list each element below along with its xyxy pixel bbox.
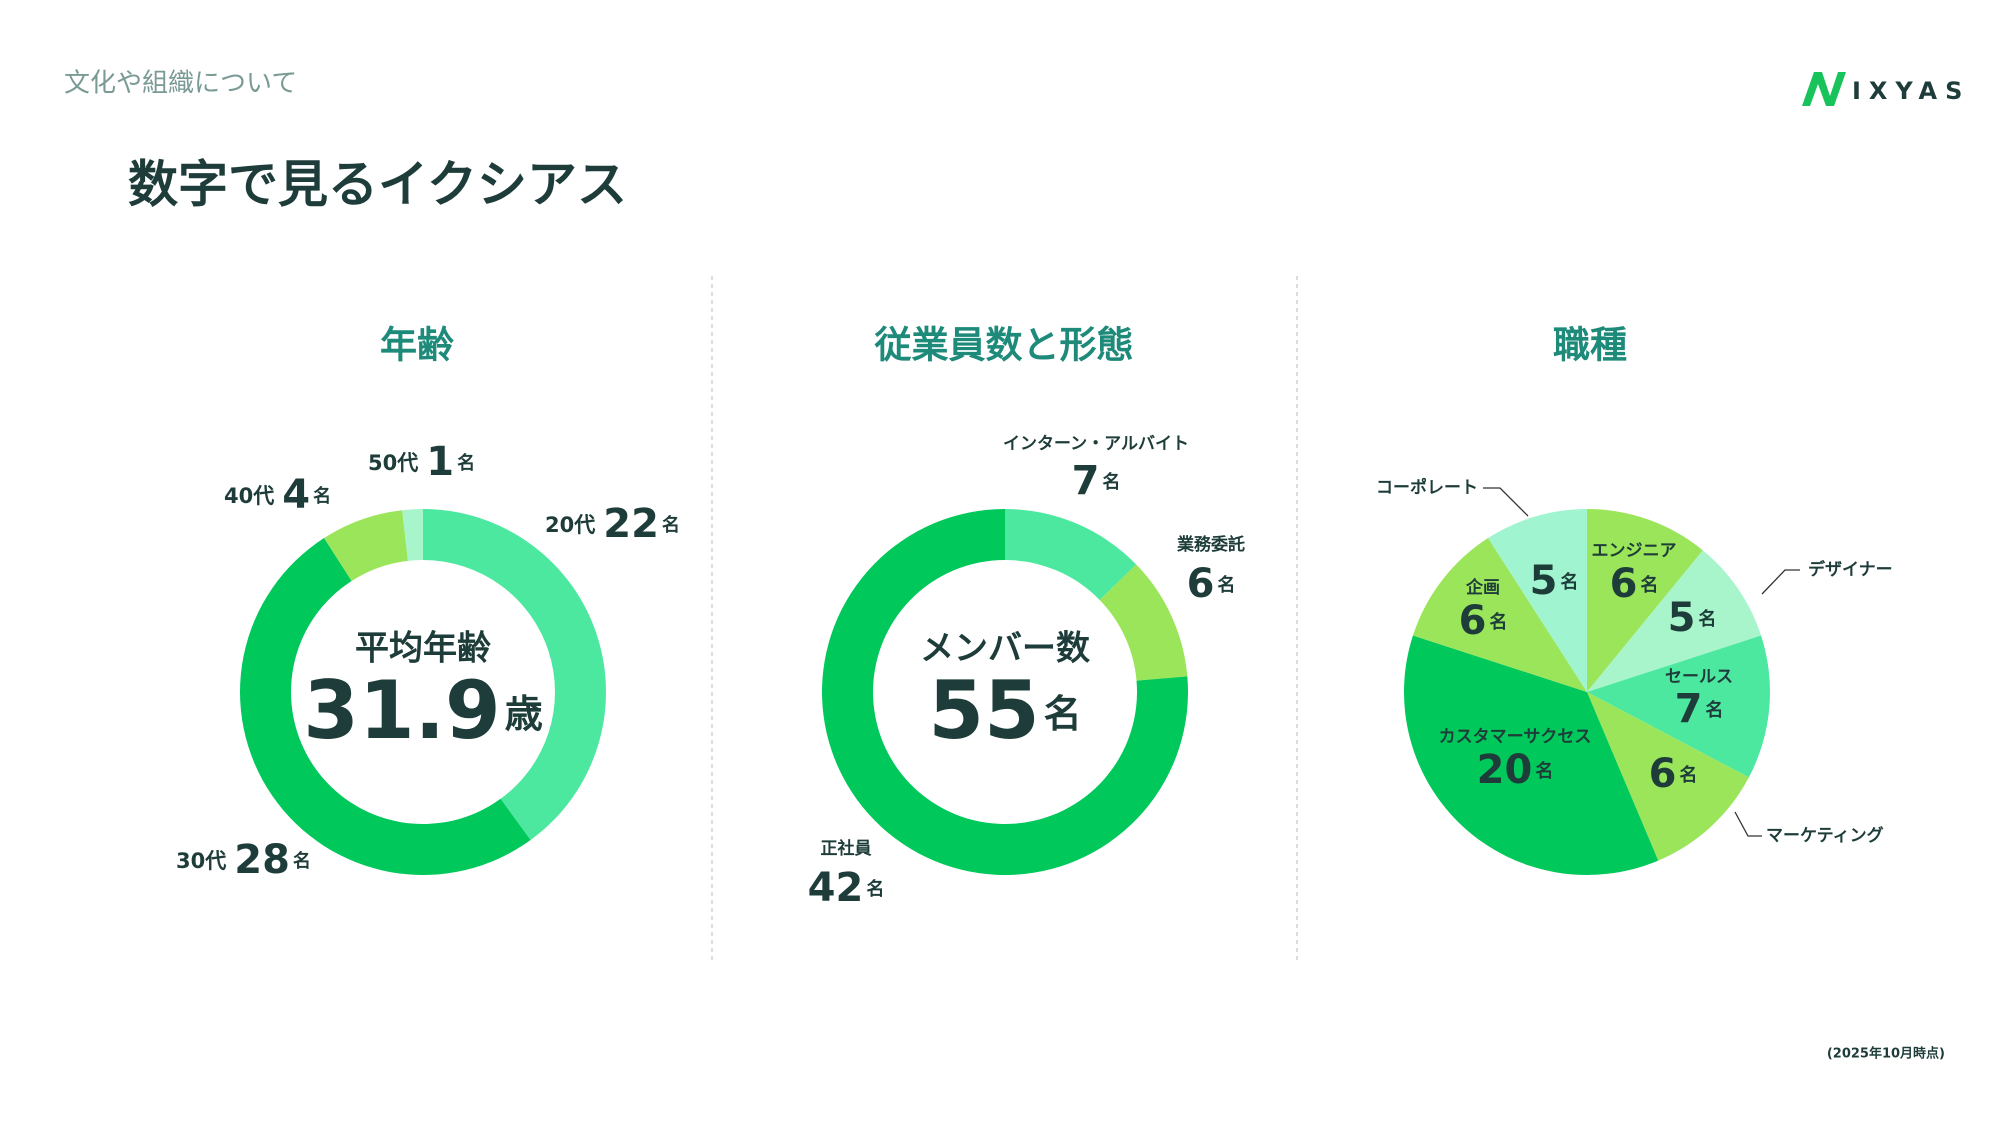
logo-icon: [1802, 72, 1846, 106]
value-label: 5: [1668, 595, 1696, 641]
value-label: 7: [1675, 686, 1703, 732]
unit-label: 名: [662, 514, 680, 536]
unit-label: 名: [313, 485, 331, 507]
pie-slice: [1587, 692, 1749, 861]
value-label: 1: [426, 439, 454, 485]
center-number: 55: [928, 664, 1039, 757]
unit-label: 名: [1679, 764, 1697, 786]
category-label: 20代: [545, 513, 595, 537]
unit-label: 名: [1640, 574, 1658, 596]
category-label: エンジニア: [1592, 541, 1677, 561]
donut-segment: [423, 509, 606, 841]
value-label: 6: [1610, 561, 1638, 607]
value-label: 28: [234, 837, 290, 883]
value-label: 6: [1187, 561, 1215, 607]
unit-label: 名: [1705, 699, 1723, 721]
category-label: 企画: [1465, 577, 1500, 598]
unit-label: 名: [1102, 471, 1120, 493]
donut-segment: [324, 510, 408, 581]
category-label: 業務委託: [1177, 534, 1245, 555]
unit-label: 名: [1217, 574, 1235, 596]
data-label: 40代 4 名: [224, 472, 331, 518]
value-label: 6: [1459, 598, 1487, 644]
leader-line: [1734, 811, 1762, 837]
donut-segment: [1005, 509, 1137, 601]
data-label: 50代 1 名: [368, 439, 475, 485]
center-value: 31.9 歳: [303, 664, 542, 757]
pie-slice: [1587, 635, 1770, 778]
center-label: 平均年齢: [355, 629, 491, 669]
unit-label: 名: [866, 878, 884, 900]
pie-slice: [1587, 509, 1703, 692]
unit-label: 名: [1489, 611, 1507, 633]
value-label: 42: [808, 865, 864, 911]
leaders: [1483, 487, 1800, 837]
leader-line: [1483, 487, 1529, 517]
data-label: 20 名: [1477, 747, 1554, 793]
category-label: マーケティング: [1766, 825, 1884, 846]
data-label: 20代 22 名: [545, 501, 680, 547]
center-unit: 歳: [505, 692, 543, 736]
center-unit: 名: [1044, 692, 1082, 736]
center-value: 55 名: [928, 664, 1081, 757]
donut-segment: [239, 538, 531, 876]
value-label: 22: [603, 501, 659, 547]
category-label: 40代: [224, 484, 274, 508]
category-label: コーポレート: [1376, 477, 1478, 498]
unit-label: 名: [1560, 571, 1578, 593]
unit-label: 名: [293, 850, 311, 872]
center-label: メンバー数: [920, 629, 1090, 669]
pie-slice: [1404, 635, 1659, 876]
value-label: 6: [1649, 751, 1677, 797]
category-label: カスタマーサクセス: [1439, 727, 1592, 747]
data-label: 42 名: [808, 865, 885, 911]
unit-label: 名: [1698, 608, 1716, 630]
unit-label: 名: [1535, 760, 1553, 782]
center-number: 31.9: [303, 664, 500, 757]
chart-title: 年齢: [380, 324, 454, 367]
value-label: 7: [1072, 458, 1100, 504]
category-label: インターン・アルバイト: [1003, 434, 1189, 454]
donut-segment: [1099, 564, 1188, 681]
footnote: (2025年10月時点): [1827, 1046, 1945, 1062]
category-label: 50代: [368, 451, 418, 475]
category-label: 30代: [176, 849, 226, 873]
pie-slice: [1488, 509, 1587, 692]
category-label: セールス: [1665, 667, 1733, 687]
pie-slice: [1412, 538, 1587, 692]
value-label: 20: [1477, 747, 1533, 793]
page-title: 数字で見るイクシアス: [128, 156, 627, 214]
category-label: デザイナー: [1808, 559, 1893, 580]
value-label: 4: [282, 472, 310, 518]
logo-text: IXYAS: [1852, 77, 1970, 105]
data-label: 30代 28 名: [176, 837, 311, 883]
unit-label: 名: [457, 452, 475, 474]
logo: IXYAS: [1802, 72, 1970, 106]
chart-title: 従業員数と形態: [874, 324, 1134, 367]
category-label: 正社員: [821, 838, 872, 859]
chart-title: 職種: [1553, 324, 1627, 367]
value-label: 5: [1530, 558, 1558, 604]
pie-slice: [1587, 550, 1762, 692]
donut-segment: [402, 509, 423, 561]
leader-line: [1761, 569, 1800, 595]
section-label: 文化や組織について: [64, 69, 297, 99]
